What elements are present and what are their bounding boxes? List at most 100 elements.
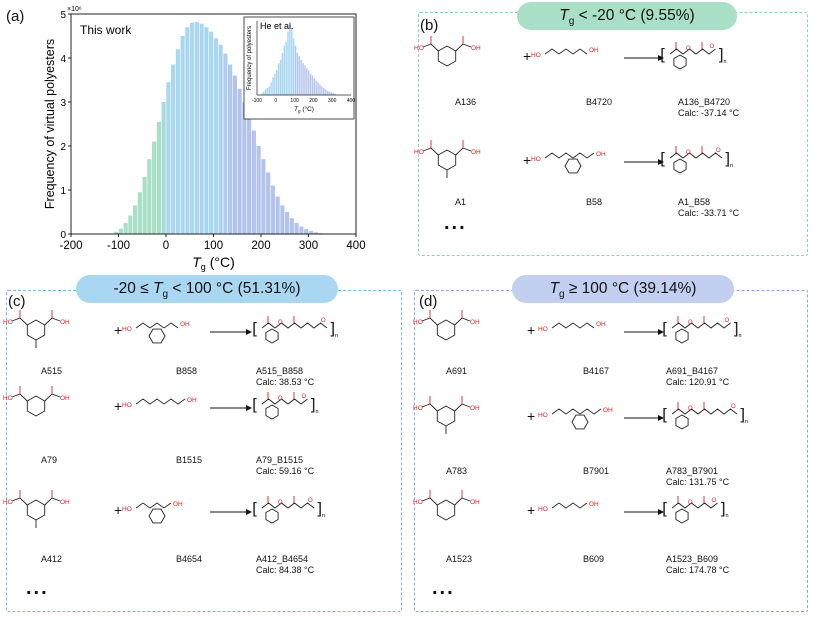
chain-bond [669, 152, 723, 159]
inset-bar [283, 45, 285, 95]
plus-sign: + [114, 502, 123, 518]
hydroxyl-label: OH [60, 499, 70, 506]
arm-bond [421, 403, 438, 412]
histogram-bar [175, 49, 180, 235]
histogram-bar [285, 212, 290, 234]
bracket-right: ] [720, 499, 726, 518]
y-tick-label: 1 [60, 186, 66, 197]
ring-bond [437, 149, 457, 171]
diol-structure: HO OH [122, 397, 197, 409]
inset-bar [264, 89, 267, 95]
diol-label: B1515 [176, 455, 203, 465]
arm-bond [11, 393, 28, 402]
chain-bond [671, 408, 738, 415]
inset-bar [307, 70, 310, 95]
repeat-subscript: n [726, 513, 729, 519]
histogram-bar [128, 215, 133, 234]
product-structure: [O O] n [662, 496, 729, 524]
inset-x-tick-label: 0 [274, 98, 277, 104]
plus-sign: + [114, 398, 123, 414]
calc-tg-value: Calc: 120.91 °C [666, 377, 730, 387]
y-axis-label: Frequency of virtual polyesters [43, 39, 57, 209]
ring-bond [26, 395, 46, 417]
bracket-left: [ [662, 405, 668, 424]
histogram-bar [161, 102, 166, 234]
acid-label: A79 [41, 455, 58, 465]
inset-bar [298, 56, 301, 95]
histogram-bar [275, 196, 280, 234]
histogram-bar [228, 64, 233, 234]
acid-structure: HO OH [413, 490, 480, 521]
inset-bar [300, 59, 302, 95]
calc-tg-value: Calc: 174.78 °C [666, 565, 730, 575]
histogram-bar [251, 130, 256, 234]
hydroxyl-label: HO [122, 402, 132, 409]
product-structure: [O O] n [662, 402, 748, 430]
arm-bond [44, 393, 61, 402]
plus-sign: + [523, 152, 532, 168]
product-structure: [O O] n [662, 316, 742, 344]
ellipsis: ... [432, 577, 455, 599]
histogram-bar [299, 226, 304, 234]
diol-structure: HO OH [531, 47, 599, 59]
inset-bar [268, 86, 270, 95]
ring-bond [675, 328, 689, 344]
histogram-bar [166, 82, 171, 234]
bracket-right: ] [733, 319, 739, 338]
diol-label: B4720 [586, 97, 613, 107]
diol-structure: HO OH [538, 321, 606, 333]
inset-bar [306, 68, 308, 95]
hydroxyl-label: HO [538, 506, 548, 513]
ring-bond [436, 499, 456, 521]
bracket-right: ] [739, 405, 745, 424]
hydroxyl-label: OH [603, 407, 613, 414]
arm-bond [421, 317, 438, 326]
histogram-bar [118, 228, 123, 234]
oxygen-label: O [308, 498, 313, 504]
diol-label: B4167 [583, 366, 610, 376]
ring-bond [148, 508, 166, 524]
ring-bond [148, 328, 166, 344]
inset-bar [277, 63, 280, 95]
panel-a-label: (a) [6, 8, 25, 25]
ring-bond [26, 499, 46, 521]
ring-bond [436, 405, 456, 427]
inset-x-tick-label: -100 [252, 98, 262, 104]
y-tick-label: 4 [60, 54, 66, 65]
inset-bar [302, 63, 304, 95]
histogram-bar [114, 231, 119, 234]
arm-bond [11, 497, 28, 506]
inset-bar [330, 92, 332, 95]
histogram-bar [266, 172, 271, 234]
hydroxyl-label: HO [538, 326, 548, 333]
acid-structure: HO OH [414, 36, 481, 67]
product-structure: [O O] n [660, 146, 733, 174]
panel-c-label: (c) [8, 293, 26, 310]
product-label: A1523_B609 [666, 554, 719, 564]
diol-label: B4654 [176, 554, 203, 564]
chain-bond [551, 502, 588, 509]
acid-structure: HO OH [413, 396, 480, 434]
inset-bar [311, 75, 314, 95]
inset-bar [274, 73, 276, 95]
inset-bar [315, 80, 317, 95]
repeat-subscript: n [739, 333, 742, 339]
reaction-arrowhead [658, 415, 664, 421]
ring-bond [675, 414, 689, 430]
inset-bar [294, 45, 297, 95]
product-label: A691_B4167 [666, 366, 719, 376]
product-label: A79_B1515 [256, 455, 304, 465]
panel-d-title: Tg ≥ 100 °C (39.14%) [512, 275, 734, 303]
hydroxyl-label: OH [589, 501, 599, 508]
oxygen-label: O [278, 396, 283, 402]
arm-bond [454, 497, 471, 506]
ring-bond [564, 158, 582, 174]
histogram-bar [171, 64, 176, 234]
histogram-bar [223, 53, 228, 234]
bracket-left: [ [660, 149, 666, 168]
hydroxyl-label: OH [470, 405, 480, 412]
product-label: A783_B7901 [666, 466, 719, 476]
diol-label: B858 [176, 366, 198, 376]
arm-bond [455, 147, 472, 156]
arm-bond [421, 497, 438, 506]
